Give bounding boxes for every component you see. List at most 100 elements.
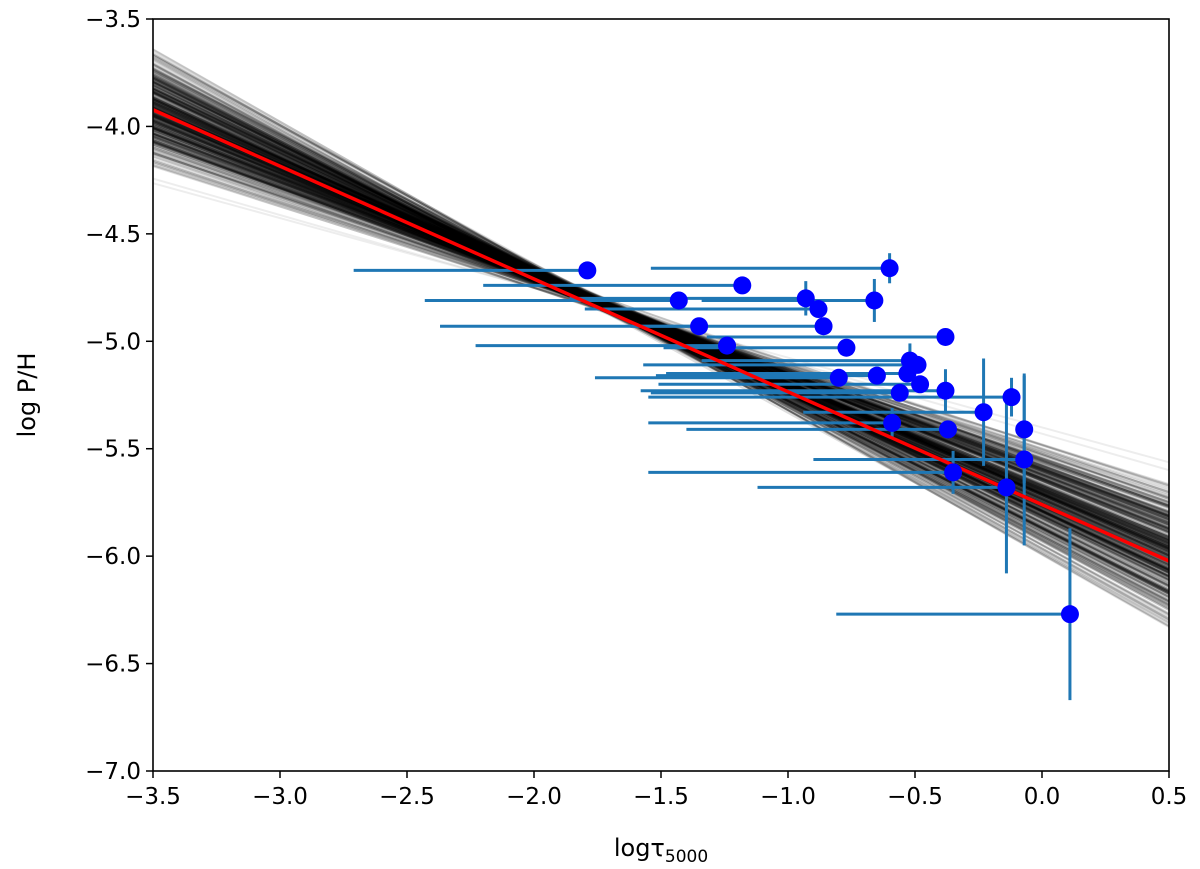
data-point <box>578 261 597 280</box>
posterior-sample-line <box>153 113 1169 550</box>
posterior-sample-line <box>153 119 1169 544</box>
data-point <box>1015 420 1034 439</box>
posterior-sample-line <box>153 106 1169 555</box>
posterior-sample-line <box>153 144 1169 513</box>
posterior-sample-line <box>153 122 1169 537</box>
data-point <box>898 364 917 383</box>
x-tick-label: 0.5 <box>1151 784 1188 810</box>
posterior-sample-line <box>153 155 1169 494</box>
data-point <box>837 338 856 357</box>
posterior-sample-line <box>153 107 1169 552</box>
data-point <box>936 327 955 346</box>
posterior-sample-line <box>153 104 1169 541</box>
posterior-sample-line <box>153 77 1169 603</box>
posterior-sample-line <box>153 113 1169 551</box>
y-tick-label: −6.0 <box>85 544 141 570</box>
posterior-sample-line <box>153 139 1169 520</box>
x-axis-ticks: −3.5 −3.0 −2.5 −2.0 −1.5 −1.0 −0.5 0.0 0.5 <box>125 771 1187 810</box>
posterior-sample-line <box>153 120 1169 540</box>
data-points <box>578 259 1079 624</box>
posterior-sample-line <box>153 73 1169 609</box>
posterior-sample-line <box>153 105 1169 554</box>
data-point <box>669 291 688 310</box>
posterior-sample-line <box>153 80 1169 586</box>
data-point <box>867 366 886 385</box>
posterior-sample-line <box>153 79 1169 597</box>
posterior-sample-line <box>153 107 1169 556</box>
posterior-sample-line <box>153 118 1169 547</box>
posterior-sample-line <box>153 76 1169 601</box>
posterior-sample-line <box>153 74 1169 603</box>
data-point <box>796 289 815 308</box>
y-tick-label: −5.5 <box>85 437 141 463</box>
posterior-sample-line <box>153 140 1169 507</box>
posterior-sample-line <box>153 72 1169 605</box>
posterior-sample-line <box>153 48 1169 628</box>
posterior-sample-line <box>153 120 1169 544</box>
posterior-sample-line <box>153 74 1169 607</box>
posterior-sample-line <box>153 125 1169 540</box>
posterior-sample-line <box>153 95 1169 553</box>
posterior-sample-line <box>153 123 1169 533</box>
x-tick-label: −0.5 <box>887 784 943 810</box>
posterior-sample-line <box>153 83 1169 578</box>
y-axis-ticks: −7.0 −6.5 −6.0 −5.5 −5.0 −4.5 −4.0 −3.5 <box>85 7 153 785</box>
posterior-sample-line <box>153 86 1169 579</box>
data-point <box>1002 388 1021 407</box>
x-tick-label: −1.0 <box>760 784 816 810</box>
posterior-sample-line <box>153 76 1169 598</box>
posterior-sample-line <box>153 127 1169 529</box>
posterior-sample-line <box>153 78 1169 599</box>
posterior-sample-line <box>153 116 1169 543</box>
data-point <box>690 317 709 336</box>
posterior-sample-line <box>153 124 1169 538</box>
posterior-sample-line <box>153 115 1169 550</box>
posterior-sample-line <box>153 57 1169 622</box>
posterior-sample-line <box>153 106 1169 551</box>
posterior-sample-line <box>153 148 1169 509</box>
posterior-sample-line <box>153 124 1169 539</box>
posterior-sample-line <box>153 141 1169 504</box>
posterior-sample-line <box>153 152 1169 488</box>
posterior-sample-line <box>153 141 1169 507</box>
posterior-sample-line <box>153 126 1169 538</box>
posterior-sample-line <box>153 68 1169 590</box>
posterior-sample-line <box>153 77 1169 584</box>
posterior-sample-line <box>153 115 1169 540</box>
posterior-sample-line <box>153 80 1169 580</box>
posterior-sample-line <box>153 128 1169 531</box>
posterior-sample-line <box>153 103 1169 557</box>
posterior-sample-line <box>153 115 1169 544</box>
posterior-sample-line <box>153 182 1169 464</box>
posterior-sample-line <box>153 130 1169 535</box>
posterior-sample-line <box>153 104 1169 552</box>
posterior-sample-line <box>153 126 1169 531</box>
y-tick-label: −4.0 <box>85 114 141 140</box>
posterior-sample-line <box>153 59 1169 616</box>
posterior-sample-line <box>153 69 1169 607</box>
data-point <box>890 383 909 402</box>
posterior-sample-line <box>153 126 1169 520</box>
posterior-sample-line <box>153 129 1169 517</box>
posterior-sample-line <box>153 88 1169 578</box>
posterior-sample-line <box>153 105 1169 556</box>
posterior-sample-line <box>153 106 1169 551</box>
posterior-sample-line <box>153 69 1169 593</box>
posterior-sample-line <box>153 107 1169 550</box>
posterior-sample-line <box>153 53 1169 625</box>
posterior-sample-line <box>153 67 1169 591</box>
data-point <box>911 375 930 394</box>
posterior-sample-line <box>153 107 1169 550</box>
posterior-sample-line <box>153 91 1169 584</box>
data-point <box>944 463 963 482</box>
y-tick-label: −5.0 <box>85 329 141 355</box>
posterior-sample-line <box>153 123 1169 539</box>
posterior-sample-line <box>153 141 1169 494</box>
posterior-sample-line <box>153 90 1169 588</box>
posterior-sample-line <box>153 85 1169 577</box>
data-point <box>1015 450 1034 469</box>
data-point <box>718 336 737 355</box>
posterior-sample-line <box>153 56 1169 610</box>
posterior-sample-line <box>153 68 1169 595</box>
posterior-sample-line <box>153 128 1169 530</box>
